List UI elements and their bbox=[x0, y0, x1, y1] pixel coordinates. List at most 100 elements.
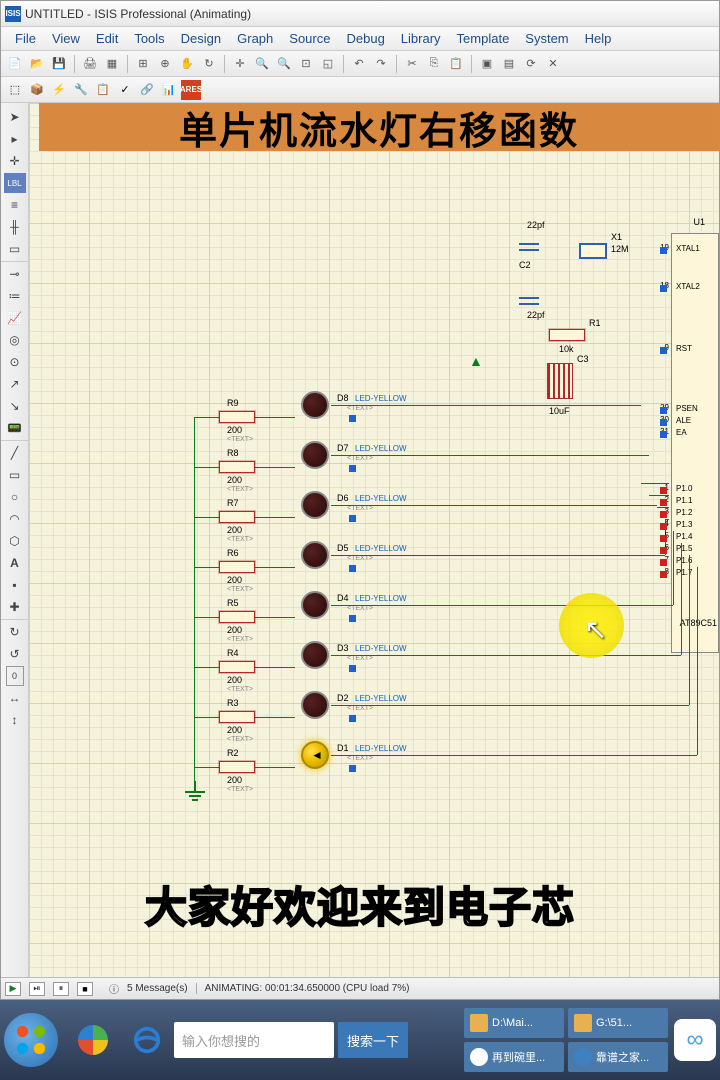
symbol-icon[interactable]: ▪ bbox=[4, 575, 26, 595]
pointer-icon[interactable]: ➤ bbox=[4, 107, 26, 127]
open-icon[interactable]: 📂 bbox=[27, 54, 47, 74]
cap-c3[interactable] bbox=[547, 363, 573, 399]
resistor-r4[interactable] bbox=[219, 661, 255, 673]
start-button[interactable] bbox=[4, 1013, 58, 1067]
undo-icon[interactable]: ↶ bbox=[349, 54, 369, 74]
cut-icon[interactable]: ✂ bbox=[402, 54, 422, 74]
sim-play-icon[interactable]: ▶ bbox=[5, 982, 21, 996]
led-d7[interactable] bbox=[301, 441, 329, 469]
led-d4[interactable] bbox=[301, 591, 329, 619]
center-icon[interactable]: ✛ bbox=[230, 54, 250, 74]
list-icon[interactable]: 📋 bbox=[93, 80, 113, 100]
text-icon[interactable]: ≡ bbox=[4, 195, 26, 215]
titlebar[interactable]: ISIS UNTITLED - ISIS Professional (Anima… bbox=[1, 1, 719, 27]
report-icon[interactable]: 📊 bbox=[159, 80, 179, 100]
save-icon[interactable]: 💾 bbox=[49, 54, 69, 74]
resistor-r9[interactable] bbox=[219, 411, 255, 423]
rotate-ccw-icon[interactable]: ↺ bbox=[4, 644, 26, 664]
mirror-v-icon[interactable]: ↕ bbox=[4, 710, 26, 730]
terminal-icon[interactable]: ⊸ bbox=[4, 264, 26, 284]
refresh-icon[interactable]: ↻ bbox=[199, 54, 219, 74]
subcircuit-icon[interactable]: ▭ bbox=[4, 239, 26, 259]
led-d2[interactable] bbox=[301, 691, 329, 719]
package-icon[interactable]: 📦 bbox=[27, 80, 47, 100]
sim-pause-icon[interactable]: ⏸ bbox=[53, 982, 69, 996]
menu-library[interactable]: Library bbox=[393, 31, 449, 46]
bus-icon[interactable]: ╫ bbox=[4, 217, 26, 237]
block-copy-icon[interactable]: ▣ bbox=[477, 54, 497, 74]
taskbar-tile[interactable]: 再到碗里... bbox=[464, 1042, 564, 1072]
probe-i-icon[interactable]: ↘ bbox=[4, 396, 26, 416]
mirror-h-icon[interactable]: ↔ bbox=[4, 688, 26, 708]
block-move-icon[interactable]: ▤ bbox=[499, 54, 519, 74]
menu-system[interactable]: System bbox=[517, 31, 576, 46]
print-icon[interactable]: 🖨 bbox=[80, 54, 100, 74]
pin-icon[interactable]: ≔ bbox=[4, 286, 26, 306]
search-button[interactable]: 搜索一下 bbox=[338, 1022, 408, 1058]
menu-view[interactable]: View bbox=[44, 31, 88, 46]
led-d5[interactable] bbox=[301, 541, 329, 569]
menu-debug[interactable]: Debug bbox=[338, 31, 392, 46]
generator-icon[interactable]: ⊙ bbox=[4, 352, 26, 372]
led-d1[interactable] bbox=[301, 741, 329, 769]
graph-icon[interactable]: 📈 bbox=[4, 308, 26, 328]
menu-template[interactable]: Template bbox=[449, 31, 518, 46]
menu-design[interactable]: Design bbox=[173, 31, 229, 46]
zoomall-icon[interactable]: ⊡ bbox=[296, 54, 316, 74]
circle-icon[interactable]: ○ bbox=[4, 487, 26, 507]
origin-icon[interactable]: ⊕ bbox=[155, 54, 175, 74]
instrument-icon[interactable]: 📟 bbox=[4, 418, 26, 438]
cloud-app-icon[interactable]: ∞ bbox=[674, 1019, 716, 1061]
text2d-icon[interactable]: A bbox=[4, 553, 26, 573]
new-icon[interactable]: 📄 bbox=[5, 54, 25, 74]
box-icon[interactable]: ▭ bbox=[4, 465, 26, 485]
area-icon[interactable]: ▦ bbox=[102, 54, 122, 74]
resistor-r3[interactable] bbox=[219, 711, 255, 723]
sim-step-icon[interactable]: ⏯ bbox=[29, 982, 45, 996]
chip-u1[interactable]: XTAL1XTAL2RSTPSENALEEAP1.0P1.1P1.2P1.3P1… bbox=[671, 233, 719, 653]
crystal-x1[interactable] bbox=[579, 243, 607, 259]
sim-stop-icon[interactable]: ■ bbox=[77, 982, 93, 996]
select-mode-icon[interactable]: ⬚ bbox=[5, 80, 25, 100]
copy-icon[interactable]: ⎘ bbox=[424, 54, 444, 74]
menu-help[interactable]: Help bbox=[577, 31, 620, 46]
check-icon[interactable]: ✓ bbox=[115, 80, 135, 100]
ares-icon[interactable]: ARES bbox=[181, 80, 201, 100]
taskbar[interactable]: 输入你想搜的 搜索一下 D:\Mai...G:\51...再到碗里...靠谱之家… bbox=[0, 1000, 720, 1080]
rotate-cw-icon[interactable]: ↻ bbox=[4, 622, 26, 642]
wand-icon[interactable]: ⚡ bbox=[49, 80, 69, 100]
menu-file[interactable]: File bbox=[7, 31, 44, 46]
zoomout-icon[interactable]: 🔍 bbox=[274, 54, 294, 74]
resistor-r5[interactable] bbox=[219, 611, 255, 623]
pan-icon[interactable]: ✋ bbox=[177, 54, 197, 74]
taskbar-app1[interactable] bbox=[68, 1016, 118, 1064]
probe-v-icon[interactable]: ↗ bbox=[4, 374, 26, 394]
menu-tools[interactable]: Tools bbox=[126, 31, 172, 46]
menu-source[interactable]: Source bbox=[281, 31, 338, 46]
label-icon[interactable]: LBL bbox=[4, 173, 26, 193]
led-d8[interactable] bbox=[301, 391, 329, 419]
path-icon[interactable]: ⬡ bbox=[4, 531, 26, 551]
resistor-r6[interactable] bbox=[219, 561, 255, 573]
schematic-canvas[interactable]: 单片机流水灯右移函数 XTAL1XTAL2RSTPSENALEEAP1.0P1.… bbox=[29, 103, 719, 977]
taskbar-tile[interactable]: G:\51... bbox=[568, 1008, 668, 1038]
resistor-r8[interactable] bbox=[219, 461, 255, 473]
zoomarea-icon[interactable]: ◱ bbox=[318, 54, 338, 74]
zoomin-icon[interactable]: 🔍 bbox=[252, 54, 272, 74]
menu-edit[interactable]: Edit bbox=[88, 31, 126, 46]
line-icon[interactable]: ╱ bbox=[4, 443, 26, 463]
resistor-r7[interactable] bbox=[219, 511, 255, 523]
taskbar-ie[interactable] bbox=[122, 1016, 172, 1064]
block-delete-icon[interactable]: ✕ bbox=[543, 54, 563, 74]
paste-icon[interactable]: 📋 bbox=[446, 54, 466, 74]
search-input[interactable]: 输入你想搜的 bbox=[174, 1022, 334, 1058]
component-icon[interactable]: ▸ bbox=[4, 129, 26, 149]
resistor-r1[interactable] bbox=[549, 329, 585, 341]
taskbar-tile[interactable]: D:\Mai... bbox=[464, 1008, 564, 1038]
menu-graph[interactable]: Graph bbox=[229, 31, 281, 46]
netlist-icon[interactable]: 🔗 bbox=[137, 80, 157, 100]
arc-icon[interactable]: ◠ bbox=[4, 509, 26, 529]
tool-icon[interactable]: 🔧 bbox=[71, 80, 91, 100]
grid-icon[interactable]: ⊞ bbox=[133, 54, 153, 74]
marker-icon[interactable]: ✚ bbox=[4, 597, 26, 617]
